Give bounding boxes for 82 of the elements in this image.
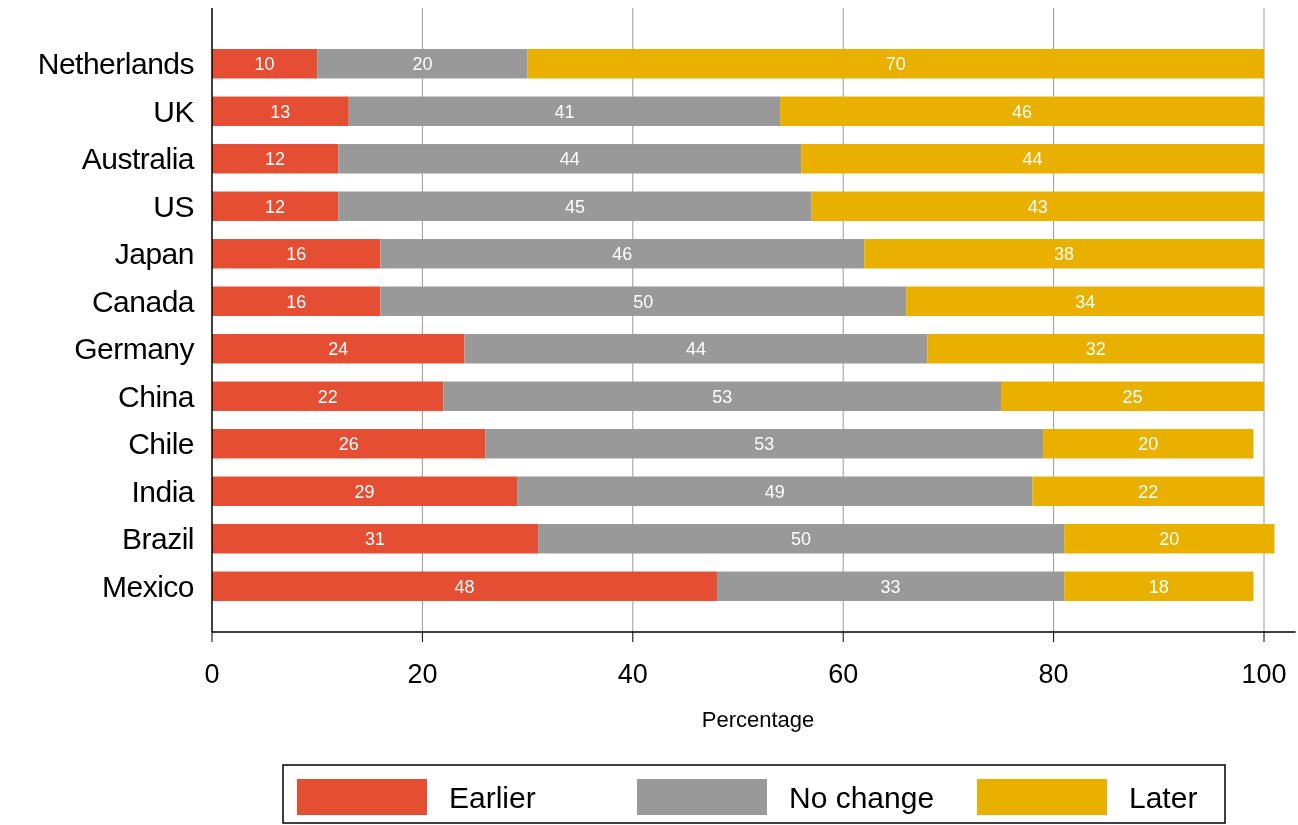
bar [212,286,381,316]
bar [780,96,1264,126]
bar [212,334,465,364]
data-label: 16 [286,291,307,312]
data-label: 46 [1012,101,1033,122]
data-label: 13 [270,101,291,122]
bar [1043,429,1254,459]
legend-label: No change [789,780,935,814]
bar [801,144,1264,174]
data-label: 44 [685,339,706,360]
y-tick-label: Brazil [121,522,194,556]
data-label: 46 [612,244,633,265]
bar [1064,571,1254,601]
bar [864,239,1264,269]
data-label: 26 [338,434,359,455]
data-label: 41 [554,101,575,122]
bar [527,49,1264,79]
data-label: 32 [1085,339,1106,360]
y-tick-label: Netherlands [37,47,194,81]
data-label: 25 [1122,386,1143,407]
data-label: 24 [328,339,349,360]
data-label: 31 [365,529,386,550]
data-label: 33 [880,576,901,597]
bar [906,286,1264,316]
data-label: 45 [564,196,585,217]
bar [811,191,1264,221]
data-label: 16 [286,244,307,265]
data-label: 20 [1138,434,1159,455]
bar [1001,381,1264,411]
x-tick-label: 40 [617,659,648,689]
data-label: 44 [1022,149,1043,170]
y-tick-label: Japan [114,237,194,271]
data-label: 10 [254,54,275,75]
data-label: 53 [754,434,775,455]
data-label: 29 [354,481,375,502]
x-axis-title: Percentage [701,707,815,732]
data-label: 20 [1159,529,1180,550]
data-label: 49 [764,481,785,502]
y-tick-label: Canada [91,284,195,318]
data-label: 44 [559,149,580,170]
y-tick-label: Australia [81,142,195,176]
bar [212,381,444,411]
legend-label: Later [1129,780,1198,814]
x-tick-label: 100 [1241,659,1287,689]
y-tick-label: UK [153,94,195,128]
bar [212,571,717,601]
bar [1064,524,1275,554]
bar [212,96,349,126]
bar [212,49,318,79]
data-label: 70 [885,54,906,75]
data-label: 22 [317,386,338,407]
data-label: 12 [265,149,286,170]
x-tick-label: 20 [407,659,438,689]
y-tick-label: China [118,379,195,413]
data-label: 18 [1148,576,1169,597]
y-tick-label: India [131,474,195,508]
y-tick-label: Mexico [101,569,194,603]
data-label: 20 [412,54,433,75]
bar [212,429,486,459]
data-label: 34 [1075,291,1096,312]
data-label: 50 [791,529,812,550]
y-tick-label: US [153,189,194,223]
data-label: 38 [1054,244,1075,265]
bar [212,144,339,174]
data-label: 43 [1027,196,1048,217]
bar [212,524,539,554]
bar [927,334,1264,364]
data-label: 53 [712,386,733,407]
x-tick-label: 80 [1038,659,1069,689]
x-tick-label: 0 [204,659,220,689]
bar [212,239,381,269]
data-label: 22 [1138,481,1159,502]
legend-label: Earlier [449,780,536,814]
x-tick-label: 60 [828,659,859,689]
data-label: 12 [265,196,286,217]
y-tick-label: Germany [74,332,195,366]
bar [1032,476,1264,506]
data-label: 50 [633,291,654,312]
data-label: 48 [454,576,475,597]
y-tick-label: Chile [128,427,194,461]
bar [212,476,518,506]
bar [212,191,339,221]
